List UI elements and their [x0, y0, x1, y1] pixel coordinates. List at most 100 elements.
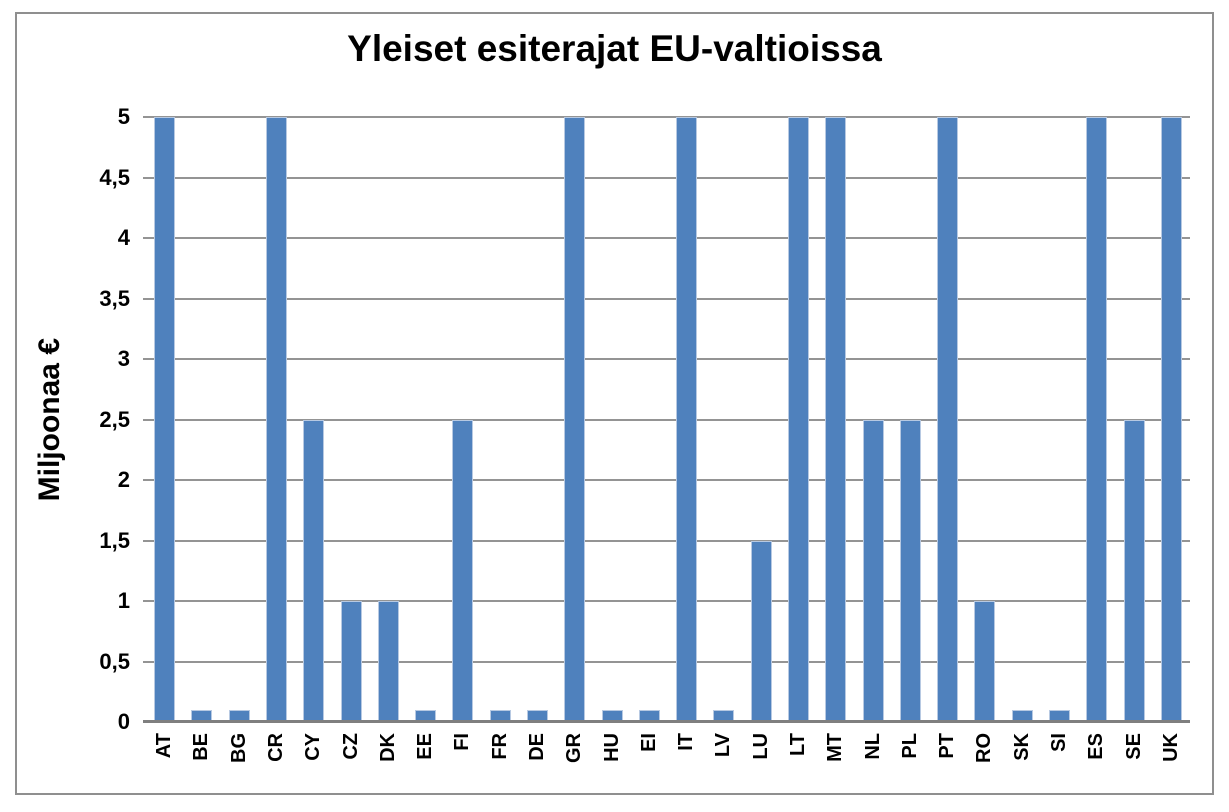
x-tick-label-text: EI [637, 733, 660, 752]
x-tick-label-FR: FR [480, 733, 520, 793]
bar-UK [1160, 117, 1182, 722]
x-tick-label-DE: DE [518, 733, 558, 793]
bar-RO [974, 601, 996, 722]
bar-AT [154, 117, 176, 722]
x-tick-label-SE: SE [1114, 733, 1154, 793]
x-tick-label-BE: BE [182, 733, 222, 793]
bar-LT [788, 117, 809, 722]
x-tick-label-text: FI [451, 733, 474, 751]
y-tick-label-5: 5 [117, 104, 130, 129]
gridline [143, 600, 1190, 602]
gridline [143, 297, 1190, 300]
x-tick-label-text: CY [302, 733, 325, 761]
gridline [143, 237, 1190, 239]
x-tick-label-text: SE [1122, 733, 1145, 760]
x-tick-label-text: LU [749, 733, 772, 760]
x-tick-label-text: FR [488, 733, 511, 760]
y-tick-label-0_5: 0,5 [99, 648, 130, 674]
bar-EI [638, 709, 660, 722]
x-tick-label-text: GR [563, 733, 586, 763]
x-tick-label-SK: SK [1002, 733, 1042, 793]
y-tick-label-2_5: 2,5 [99, 406, 130, 432]
bar-CZ [340, 601, 362, 722]
bar-DK [377, 601, 399, 722]
x-tick-label-FI: FI [443, 733, 483, 793]
x-tick-label-PL: PL [890, 733, 930, 793]
x-tick-label-text: DK [376, 733, 399, 762]
x-tick-label-text: DE [526, 733, 548, 761]
x-tick-label-text: RO [973, 733, 996, 763]
x-tick-label-BG: BG [219, 733, 259, 793]
y-tick-label-1: 1 [117, 588, 130, 613]
x-tick-label-EE: EE [406, 733, 446, 793]
plot-area [143, 116, 1190, 723]
x-tick-label-DK: DK [368, 733, 408, 793]
x-tick-label-text: BG [227, 733, 250, 763]
bar-GR [564, 117, 586, 722]
x-tick-label-EI: EI [629, 733, 669, 793]
x-tick-label-LV: LV [704, 733, 744, 793]
y-tick-label-2: 2 [117, 467, 130, 492]
x-tick-label-text: UK [1159, 733, 1182, 762]
x-tick-label-HU: HU [592, 733, 632, 793]
x-tick-label-AT: AT [145, 733, 185, 793]
bar-FR [489, 709, 511, 722]
chart-title: Yleiset esiterajat EU-valtioissa [347, 28, 882, 69]
gridline [143, 176, 1190, 179]
gridline [143, 358, 1190, 360]
x-tick-label-text: SK [1010, 733, 1033, 761]
y-tick-label-0: 0 [117, 709, 130, 734]
x-tick-label-GR: GR [555, 733, 595, 793]
x-tick-label-IT: IT [667, 733, 707, 793]
x-tick-label-CY: CY [294, 733, 334, 793]
x-tick-label-text: PT [936, 733, 959, 759]
x-tick-label-LT: LT [779, 733, 819, 793]
x-tick-label-SI: SI [1040, 733, 1080, 793]
bar-SE [1123, 419, 1145, 722]
gridline [143, 418, 1190, 421]
bar-FI [452, 419, 474, 722]
y-tick-label-4_5: 4,5 [99, 164, 130, 190]
x-axis-line [143, 720, 1190, 723]
x-tick-label-text: LV [712, 733, 735, 758]
x-tick-label-NL: NL [853, 733, 893, 793]
x-tick-label-text: PL [898, 733, 921, 759]
gridline [143, 479, 1190, 481]
x-tick-label-text: NL [861, 733, 884, 760]
x-tick-label-CR: CR [257, 733, 297, 793]
x-tick-label-text: BE [190, 733, 213, 761]
bar-NL [862, 419, 884, 722]
y-tick-label-4: 4 [117, 225, 130, 250]
x-tick-label-text: CR [265, 733, 287, 762]
y-tick-label-3_5: 3,5 [99, 285, 130, 311]
x-tick-label-text: CZ [339, 733, 362, 760]
bar-PL [899, 419, 921, 722]
x-tick-label-text: HU [600, 733, 623, 762]
x-tick-label-text: ES [1085, 733, 1108, 760]
bar-CY [303, 419, 325, 722]
x-tick-label-text: AT [153, 733, 176, 759]
x-tick-label-PT: PT [928, 733, 968, 793]
x-tick-label-LU: LU [741, 733, 781, 793]
bar-BE [191, 709, 213, 722]
bar-LV [713, 709, 735, 722]
x-tick-label-text: EE [414, 733, 437, 760]
gridline [143, 660, 1190, 663]
bar-DE [527, 709, 548, 722]
gridline [143, 116, 1190, 118]
bar-CR [266, 117, 287, 722]
x-tick-label-MT: MT [816, 733, 856, 793]
y-tick-label-3: 3 [117, 346, 130, 371]
x-tick-label-UK: UK [1151, 733, 1191, 793]
bar-EE [415, 709, 437, 722]
bar-LU [750, 540, 772, 722]
x-tick-label-ES: ES [1077, 733, 1117, 793]
chart-frame [15, 12, 1214, 795]
y-tick-label-1_5: 1,5 [99, 527, 130, 553]
bar-SI [1049, 709, 1070, 722]
bar-ES [1086, 117, 1108, 722]
bar-BG [228, 709, 250, 722]
x-tick-label-CZ: CZ [331, 733, 371, 793]
x-tick-label-text: LT [787, 733, 809, 756]
bar-IT [676, 117, 698, 722]
